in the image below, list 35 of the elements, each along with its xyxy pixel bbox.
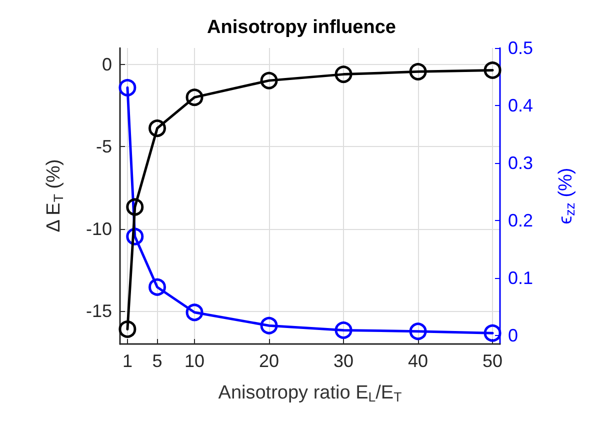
- point: [148, 278, 166, 296]
- x-tick-label: 5: [152, 351, 162, 371]
- point: [126, 198, 144, 216]
- y2-tick-label: 0.2: [508, 210, 534, 230]
- y-axis-title: Δ ET (%): [44, 159, 66, 232]
- point: [409, 62, 427, 80]
- y2-tick-label: 0.1: [508, 268, 534, 288]
- point: [118, 320, 136, 338]
- point: [186, 304, 204, 322]
- y2-tick-label: 0.3: [508, 152, 534, 173]
- point: [148, 120, 166, 137]
- chart-title: Anisotropy influence: [207, 17, 396, 38]
- y2-tick-label: 0.4: [508, 95, 534, 116]
- x-tick-label: 20: [259, 351, 280, 371]
- point: [118, 78, 136, 96]
- y-tick-label: -5: [96, 136, 112, 157]
- point: [260, 316, 278, 334]
- y-tick-label: -10: [86, 218, 112, 239]
- y-tick-label: -15: [86, 301, 112, 322]
- y2-tick-label: 0: [508, 325, 518, 346]
- y-tick-label: 0: [102, 54, 112, 74]
- y2-axis-title: ϵzz (%): [555, 168, 578, 224]
- y2-tick-label: 0.5: [508, 38, 534, 58]
- x-tick-label: 40: [408, 351, 428, 371]
- point: [334, 66, 352, 84]
- point: [260, 72, 278, 90]
- x-tick-label: 10: [184, 351, 205, 371]
- point: [186, 88, 204, 106]
- point: [484, 324, 502, 342]
- point: [484, 61, 502, 79]
- x-tick-label: 50: [482, 351, 503, 371]
- x-tick-label: 1: [122, 351, 132, 371]
- point: [334, 321, 352, 339]
- point: [409, 322, 427, 340]
- x-tick-label: 30: [334, 351, 354, 371]
